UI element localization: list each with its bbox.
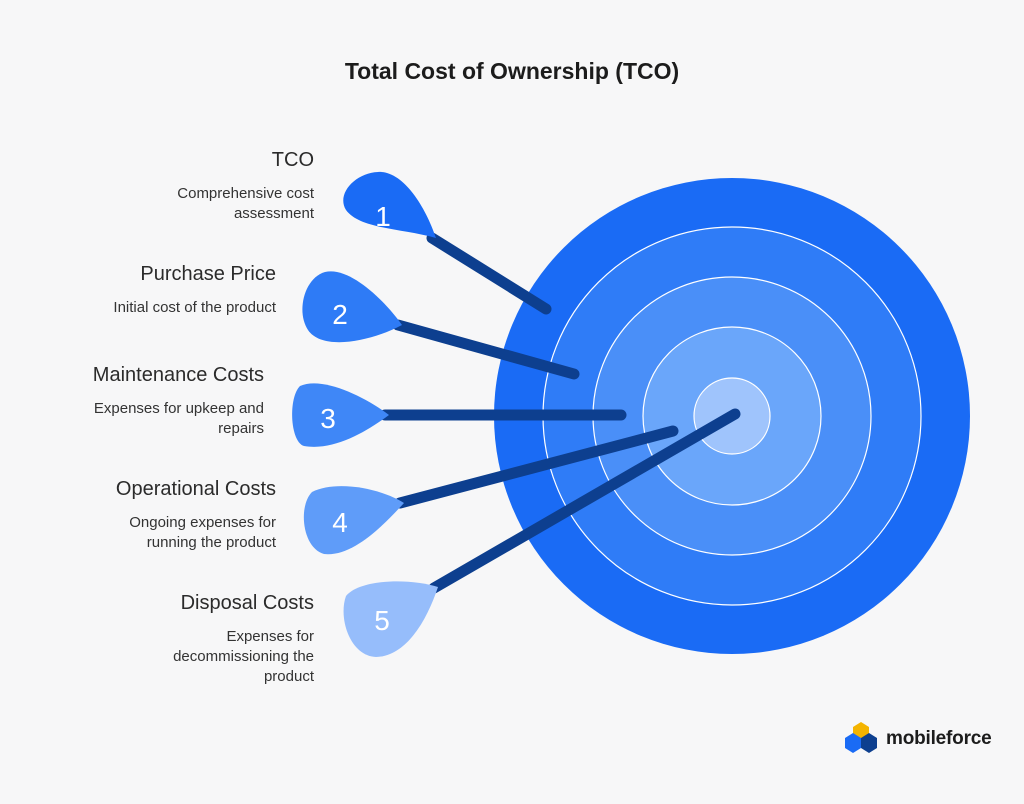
dart-number-2: 2 xyxy=(332,299,348,330)
dart-shaft-5 xyxy=(428,408,741,594)
logo-text: mobileforce xyxy=(886,728,992,749)
item-description-2: Initial cost of the product xyxy=(113,299,276,316)
diagram-title: Total Cost of Ownership (TCO) xyxy=(344,58,680,84)
item-label-4: Operational Costs Ongoing expenses for r… xyxy=(36,477,276,553)
dart-number-5: 5 xyxy=(374,605,390,636)
item-title-5: Disposal Costs xyxy=(180,592,314,614)
item-title-2: Purchase Price xyxy=(140,263,276,285)
dart-shaft-4 xyxy=(394,425,679,509)
mobileforce-logo-icon xyxy=(845,722,877,753)
item-description-4: Ongoing expenses for running the product xyxy=(129,514,276,551)
item-description-5: Expenses for decommissioning the product xyxy=(173,628,314,685)
dart-shaft-2 xyxy=(392,319,580,380)
dart-shaft-1 xyxy=(426,232,552,315)
dart-head-2 xyxy=(302,271,402,343)
dart-number-4: 4 xyxy=(332,507,348,538)
dart-head-4 xyxy=(303,486,404,555)
item-title-4: Operational Costs xyxy=(115,478,276,500)
item-label-2: Purchase Price Initial cost of the produ… xyxy=(16,262,276,318)
item-description-3: Expenses for upkeep and repairs xyxy=(93,400,264,437)
item-label-5: Disposal Costs Expenses for decommission… xyxy=(74,591,314,687)
dart-head-1 xyxy=(343,171,436,238)
item-title-1: TCO xyxy=(271,149,314,171)
item-label-1: TCO Comprehensive cost assessment xyxy=(74,148,314,224)
dart-number-3: 3 xyxy=(320,403,336,434)
mobileforce-logo: mobileforce xyxy=(846,724,992,754)
dart-head-3 xyxy=(292,383,389,447)
dart-head-5 xyxy=(343,581,438,657)
item-label-3: Maintenance Costs Expenses for upkeep an… xyxy=(24,363,264,439)
item-description-1: Comprehensive cost assessment xyxy=(177,185,314,222)
item-title-3: Maintenance Costs xyxy=(92,364,264,386)
dart-number-1: 1 xyxy=(375,201,391,232)
